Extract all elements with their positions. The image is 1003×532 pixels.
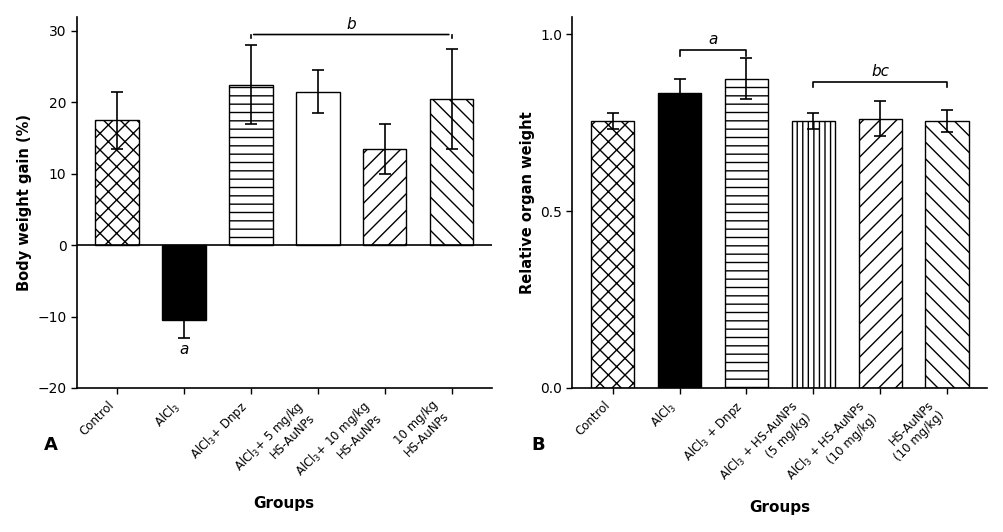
Bar [362,149,406,245]
Text: bc: bc [871,64,889,79]
Bar [429,99,472,245]
Bar [296,92,339,245]
Text: b: b [346,18,356,32]
Bar [858,119,901,388]
Text: a: a [707,32,717,47]
Text: B: B [531,436,544,454]
Text: a: a [180,342,189,356]
X-axis label: Groups: Groups [254,496,315,511]
Y-axis label: Relative organ weight: Relative organ weight [519,111,534,294]
Bar [229,85,273,245]
X-axis label: Groups: Groups [748,500,809,516]
Bar [95,120,138,245]
Bar [591,121,634,388]
Bar [162,245,206,320]
Y-axis label: Body weight gain (%): Body weight gain (%) [17,114,32,291]
Text: A: A [44,436,57,454]
Bar [925,121,968,388]
Bar [657,93,700,388]
Bar [790,121,834,388]
Bar [724,79,767,388]
